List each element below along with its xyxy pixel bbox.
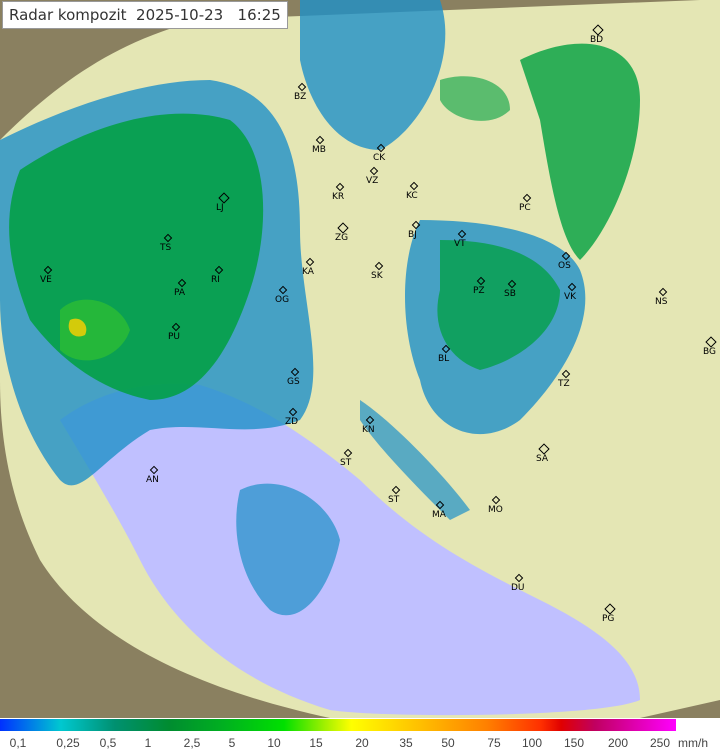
- city-label: KN: [362, 425, 375, 435]
- legend-tick-label: 75: [487, 736, 501, 750]
- legend-tick-label: 200: [607, 736, 629, 750]
- city-label: CK: [373, 153, 386, 163]
- city-label: MB: [312, 145, 326, 155]
- legend-tick-label: 0,25: [56, 736, 80, 750]
- city-label: BG: [703, 347, 716, 357]
- city-label: BD: [590, 35, 604, 45]
- legend-tick-label: 150: [563, 736, 585, 750]
- map-title: Radar kompozit 2025-10-23 16:25: [2, 1, 288, 29]
- legend-unit: mm/h: [678, 736, 708, 750]
- city-label: MA: [432, 510, 446, 520]
- legend-tick-label: 100: [521, 736, 543, 750]
- city-label: SB: [504, 289, 516, 299]
- precipitation: [0, 0, 640, 616]
- sea: [60, 383, 640, 716]
- city-label: GS: [287, 377, 300, 387]
- city-label: ST: [340, 458, 352, 468]
- city-label: PG: [602, 614, 615, 624]
- city-label: TZ: [558, 379, 570, 389]
- city-label: LJ: [216, 203, 224, 213]
- city-label: AN: [146, 475, 159, 485]
- city-label: SK: [371, 271, 383, 281]
- city-label: VZ: [366, 176, 379, 186]
- title-date: 2025-10-23: [136, 6, 224, 24]
- city-label: ST: [388, 495, 400, 505]
- legend-color-scale: [0, 719, 676, 731]
- city-label: KR: [332, 192, 345, 202]
- city-label: PA: [174, 288, 186, 298]
- title-label: Radar kompozit: [9, 6, 127, 24]
- legend-tick-label: 2,5: [183, 736, 201, 750]
- city-label: ZD: [285, 417, 299, 427]
- city-label: DU: [511, 583, 525, 593]
- city-label: PU: [168, 332, 181, 342]
- legend-tick-label: 10: [267, 736, 281, 750]
- title-time: 16:25: [237, 6, 281, 24]
- city-label: NS: [655, 297, 668, 307]
- city-label: BZ: [294, 92, 307, 102]
- city-label: MO: [488, 505, 503, 515]
- city-label: RI: [211, 275, 220, 285]
- legend-tick-label: 20: [355, 736, 369, 750]
- city-label: VK: [564, 292, 577, 302]
- city-label: TS: [160, 243, 172, 253]
- legend-tick-label: 0,5: [99, 736, 117, 750]
- city-label: PZ: [473, 286, 485, 296]
- legend-tick-label: 15: [309, 736, 323, 750]
- city-label: VE: [40, 275, 52, 285]
- city-label: SA: [536, 454, 549, 464]
- city-label: BJ: [408, 230, 417, 240]
- legend-tick-label: 5: [228, 736, 236, 750]
- legend-tick-label: 35: [399, 736, 413, 750]
- city-label: VT: [454, 239, 466, 249]
- radar-map[interactable]: [0, 0, 720, 718]
- city-label: KA: [302, 267, 314, 277]
- city-label: OS: [558, 261, 571, 271]
- city-label: KC: [406, 191, 418, 201]
- legend-tick-label: 250: [649, 736, 671, 750]
- legend-tick-label: 0,1: [9, 736, 27, 750]
- city-label: OG: [275, 295, 290, 305]
- city-label: BL: [438, 354, 450, 364]
- city-label: PC: [519, 203, 531, 213]
- city-label: ZG: [335, 233, 349, 243]
- legend-tick-label: 50: [441, 736, 455, 750]
- legend-tick-label: 1: [144, 736, 152, 750]
